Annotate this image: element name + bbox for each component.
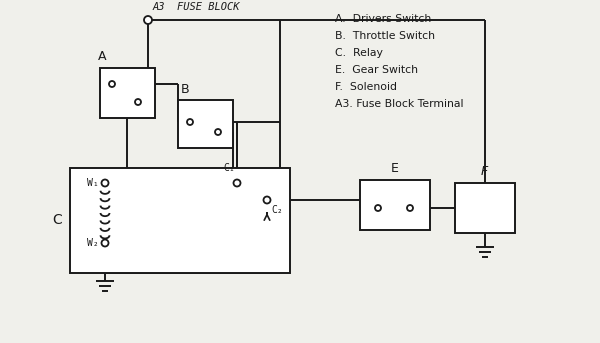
Circle shape [101, 239, 109, 247]
Bar [455, 183, 515, 233]
Text: B: B [181, 83, 190, 96]
Text: C₂: C₂ [271, 205, 283, 215]
Text: A3  FUSE BLOCK: A3 FUSE BLOCK [153, 2, 241, 12]
Circle shape [101, 179, 109, 187]
Circle shape [375, 205, 381, 211]
Circle shape [407, 205, 413, 211]
Circle shape [215, 129, 221, 135]
Bar [360, 180, 430, 230]
Circle shape [135, 99, 141, 105]
Text: W₂: W₂ [87, 238, 99, 248]
Text: B.  Throttle Switch: B. Throttle Switch [335, 31, 435, 41]
Text: A: A [98, 50, 107, 63]
Bar [178, 100, 233, 148]
Text: W₁: W₁ [87, 178, 99, 188]
Text: C: C [52, 213, 62, 227]
Circle shape [187, 119, 193, 125]
Text: F: F [481, 165, 488, 178]
Circle shape [144, 16, 152, 24]
Text: C.  Relay: C. Relay [335, 48, 383, 58]
Circle shape [263, 197, 271, 203]
Circle shape [233, 179, 241, 187]
Text: C₁: C₁ [223, 163, 235, 173]
Text: E: E [391, 162, 399, 175]
Circle shape [109, 81, 115, 87]
Text: A.  Drivers Switch: A. Drivers Switch [335, 14, 431, 24]
Bar [70, 168, 290, 273]
Text: F.  Solenoid: F. Solenoid [335, 82, 397, 92]
Bar [100, 68, 155, 118]
Text: A3. Fuse Block Terminal: A3. Fuse Block Terminal [335, 99, 464, 109]
Text: E.  Gear Switch: E. Gear Switch [335, 65, 418, 75]
